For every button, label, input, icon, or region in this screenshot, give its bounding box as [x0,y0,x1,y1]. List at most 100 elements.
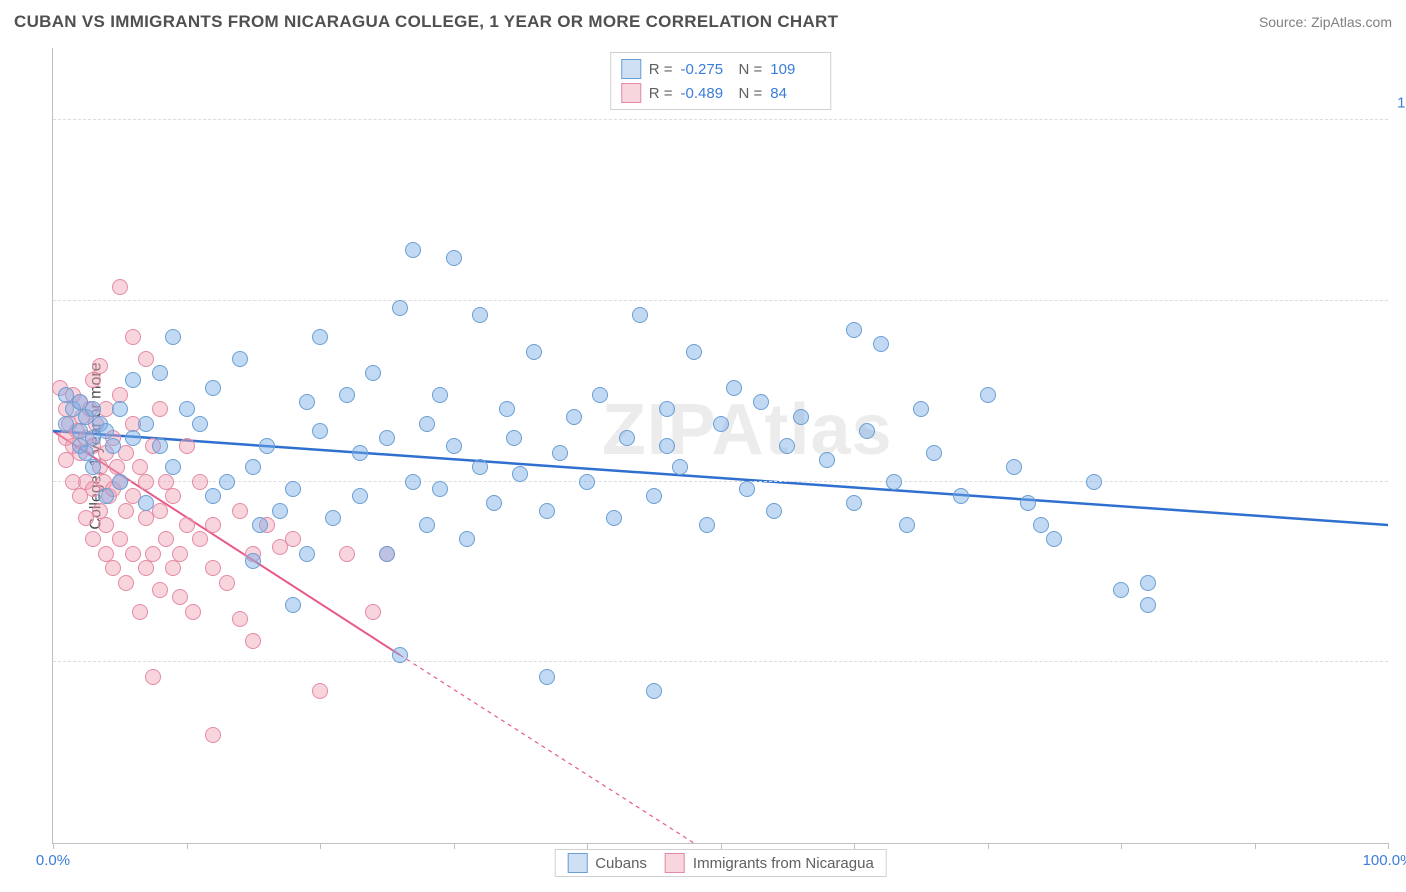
scatter-point-cubans [646,683,662,699]
scatter-point-cubans [1113,582,1129,598]
scatter-point-cubans [899,517,915,533]
swatch-cubans-icon [567,853,587,873]
scatter-point-cubans [846,322,862,338]
scatter-point-cubans [98,488,114,504]
scatter-point-cubans [953,488,969,504]
scatter-point-cubans [859,423,875,439]
scatter-point-cubans [446,250,462,266]
stat-r-label: R = [649,85,673,102]
x-tick [854,843,855,849]
legend-label-cubans: Cubans [595,855,647,872]
scatter-point-nicaragua [285,531,301,547]
scatter-point-nicaragua [85,531,101,547]
x-tick [587,843,588,849]
scatter-point-cubans [886,474,902,490]
scatter-point-cubans [112,474,128,490]
x-tick [1121,843,1122,849]
scatter-point-nicaragua [185,604,201,620]
x-tick [721,843,722,849]
scatter-point-nicaragua [138,474,154,490]
scatter-point-cubans [419,517,435,533]
scatter-point-cubans [819,452,835,468]
scatter-point-cubans [205,380,221,396]
scatter-point-cubans [686,344,702,360]
scatter-point-nicaragua [118,503,134,519]
scatter-point-cubans [232,351,248,367]
scatter-point-cubans [219,474,235,490]
scatter-point-cubans [446,438,462,454]
scatter-point-cubans [726,380,742,396]
y-tick-label: 50.0% [1393,456,1406,473]
scatter-point-cubans [552,445,568,461]
scatter-point-cubans [499,401,515,417]
scatter-point-cubans [192,416,208,432]
scatter-point-cubans [125,372,141,388]
scatter-point-cubans [1140,575,1156,591]
scatter-point-cubans [526,344,542,360]
scatter-point-cubans [432,481,448,497]
scatter-point-cubans [506,430,522,446]
scatter-point-cubans [753,394,769,410]
gridline [53,300,1388,301]
scatter-point-nicaragua [118,575,134,591]
scatter-point-cubans [165,329,181,345]
scatter-point-nicaragua [179,517,195,533]
scatter-point-nicaragua [152,582,168,598]
source-link[interactable]: ZipAtlas.com [1311,14,1392,30]
scatter-point-cubans [459,531,475,547]
scatter-point-cubans [1140,597,1156,613]
scatter-point-nicaragua [172,589,188,605]
scatter-point-cubans [352,445,368,461]
scatter-point-cubans [379,430,395,446]
legend-item-nicaragua: Immigrants from Nicaragua [665,853,874,873]
scatter-point-cubans [632,307,648,323]
scatter-point-cubans [472,307,488,323]
scatter-point-cubans [312,329,328,345]
scatter-point-cubans [592,387,608,403]
x-tick [988,843,989,849]
gridline [53,481,1388,482]
scatter-point-nicaragua [98,517,114,533]
scatter-point-cubans [259,438,275,454]
scatter-point-nicaragua [205,560,221,576]
series-legend: Cubans Immigrants from Nicaragua [554,849,887,877]
scatter-point-nicaragua [138,560,154,576]
scatter-point-cubans [299,394,315,410]
scatter-point-cubans [179,401,195,417]
scatter-point-nicaragua [152,401,168,417]
scatter-point-nicaragua [158,531,174,547]
stat-n-label: N = [739,61,763,78]
scatter-point-cubans [1086,474,1102,490]
scatter-point-cubans [405,474,421,490]
chart-header: CUBAN VS IMMIGRANTS FROM NICARAGUA COLLE… [14,12,1392,32]
scatter-point-cubans [913,401,929,417]
stat-n-nicaragua: 84 [770,85,820,102]
scatter-point-nicaragua [125,546,141,562]
scatter-point-cubans [205,488,221,504]
scatter-point-nicaragua [125,329,141,345]
scatter-point-nicaragua [339,546,355,562]
scatter-point-cubans [379,546,395,562]
scatter-point-nicaragua [105,560,121,576]
watermark: ZIPAtlas [602,389,893,471]
scatter-point-cubans [419,416,435,432]
scatter-point-cubans [352,488,368,504]
y-tick-label: 25.0% [1393,637,1406,654]
swatch-cubans-icon [621,59,641,79]
scatter-point-cubans [539,503,555,519]
scatter-point-nicaragua [112,531,128,547]
stat-r-cubans: -0.275 [681,61,731,78]
scatter-point-cubans [699,517,715,533]
scatter-point-cubans [846,495,862,511]
x-tick [53,843,54,849]
scatter-point-nicaragua [312,683,328,699]
scatter-point-cubans [1006,459,1022,475]
scatter-point-cubans [138,495,154,511]
x-tick [454,843,455,849]
scatter-point-cubans [125,430,141,446]
scatter-point-cubans [472,459,488,475]
scatter-point-cubans [672,459,688,475]
scatter-point-nicaragua [219,575,235,591]
scatter-point-cubans [392,647,408,663]
scatter-point-cubans [619,430,635,446]
